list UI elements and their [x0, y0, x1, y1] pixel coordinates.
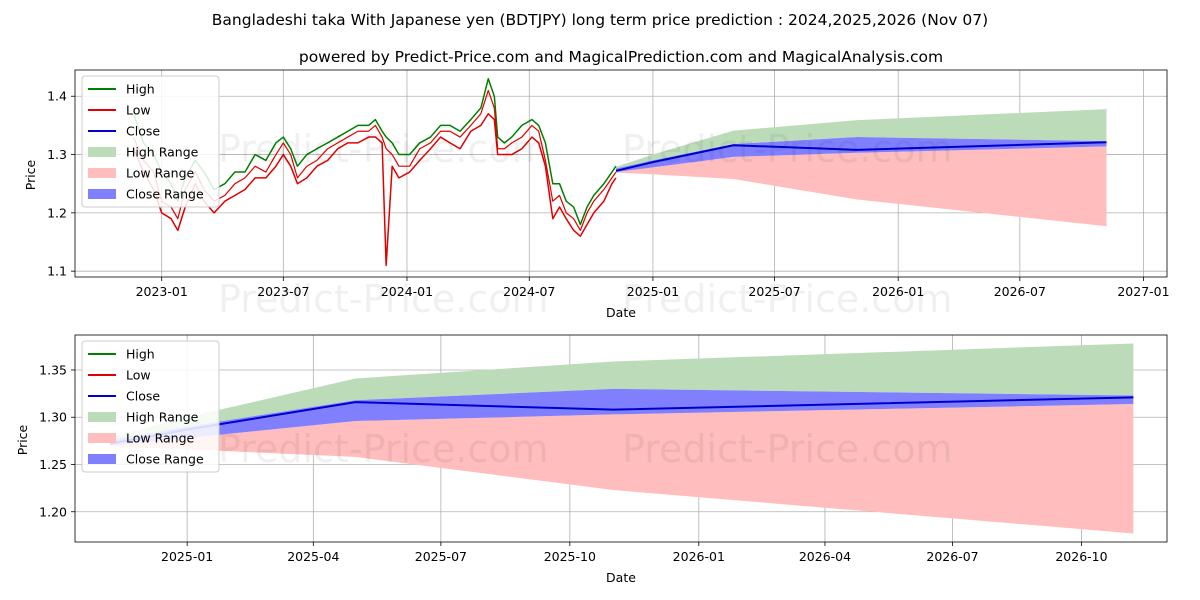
chart-subtitle: powered by Predict-Price.com and Magical… [299, 48, 943, 66]
y-tick-label: 1.3 [47, 147, 67, 162]
x-tick-label: 2023-07 [257, 284, 309, 299]
x-tick-label: 2026-01 [872, 284, 924, 299]
low-range-band [110, 404, 1134, 534]
legend-swatch [88, 433, 116, 443]
bottom-watermark: Predict-Price.com [218, 427, 549, 471]
chart-title: Bangladeshi taka With Japanese yen (BDTJ… [212, 11, 988, 29]
bottom-x-axis-label: Date [606, 570, 636, 585]
low-line [132, 112, 617, 267]
legend-label: Close [126, 389, 160, 404]
legend-swatch [88, 147, 116, 157]
top-watermark: Predict-Price.com [622, 127, 953, 171]
x-tick-label: 2025-04 [287, 549, 339, 564]
bottom-forecast-panel: Predict-Price.com Predict-Price.com 2025… [15, 334, 1168, 585]
x-tick-label: 2026-04 [799, 549, 851, 564]
legend-swatch [88, 454, 116, 464]
top-y-axis-label: Price [23, 159, 38, 190]
legend-label: Low Range [126, 431, 195, 446]
y-tick-label: 1.25 [39, 457, 67, 472]
legend-label: Close Range [126, 452, 204, 467]
x-tick-label: 2023-01 [136, 284, 188, 299]
top-watermark: Predict-Price.com [622, 277, 953, 321]
y-tick-label: 1.4 [47, 89, 67, 104]
legend-label: Close [126, 124, 160, 139]
legend-swatch [88, 168, 116, 178]
legend-box [81, 75, 220, 208]
bottom-legend: High Low Close High Range Low Range Close Ran… [81, 340, 220, 473]
x-tick-label: 2024-07 [503, 284, 555, 299]
bottom-axis-ticks: 2025-01 2025-04 2025-07 2025-10 2026-01 2026-… [39, 362, 1107, 564]
x-tick-label: 2027-01 [1117, 284, 1169, 299]
legend-label: Low Range [126, 166, 195, 181]
y-tick-label: 1.20 [39, 504, 67, 519]
top-plot-frame [74, 69, 1168, 278]
legend-label: High Range [126, 410, 199, 425]
top-axis-ticks: 2023-01 2023-07 2024-01 2024-07 2025-01 2025-… [47, 89, 1169, 299]
x-tick-label: 2026-07 [926, 549, 978, 564]
high-range-band [615, 109, 1107, 169]
bottom-watermark: Predict-Price.com [622, 427, 953, 471]
y-tick-label: 1.1 [47, 264, 67, 279]
x-tick-label: 2025-01 [627, 284, 679, 299]
bottom-plot-frame [74, 334, 1168, 543]
legend-swatch [88, 189, 116, 199]
close-forecast-line [615, 141, 1107, 172]
legend-label: Low [126, 368, 151, 383]
x-tick-label: 2026-10 [1055, 549, 1107, 564]
legend-label: Low [126, 103, 151, 118]
bottom-y-axis-label: Price [15, 424, 30, 455]
top-watermark: Predict-Price.com [218, 277, 549, 321]
top-legend: High Low Close High Range Low Range Close Ran… [81, 75, 220, 208]
low-range-band [615, 146, 1107, 227]
y-tick-label: 1.2 [47, 205, 67, 220]
top-price-panel: Predict-Price.com Predict-Price.com Pred… [23, 69, 1170, 321]
x-tick-label: 2025-07 [415, 549, 467, 564]
x-tick-label: 2025-07 [748, 284, 800, 299]
x-tick-label: 2026-01 [673, 549, 725, 564]
legend-label: High Range [126, 145, 199, 160]
y-tick-label: 1.35 [39, 362, 67, 377]
x-tick-label: 2026-07 [994, 284, 1046, 299]
x-tick-label: 2025-01 [161, 549, 213, 564]
x-tick-label: 2025-10 [544, 549, 596, 564]
legend-box [81, 340, 220, 473]
legend-label: Close Range [126, 187, 204, 202]
legend-swatch [88, 412, 116, 422]
high-range-band [110, 343, 1134, 440]
x-tick-label: 2024-01 [381, 284, 433, 299]
top-watermark: Predict-Price.com [218, 127, 549, 171]
legend-label: High [126, 82, 155, 97]
legend-label: High [126, 347, 155, 362]
top-x-axis-label: Date [606, 305, 636, 320]
y-tick-label: 1.30 [39, 410, 67, 425]
